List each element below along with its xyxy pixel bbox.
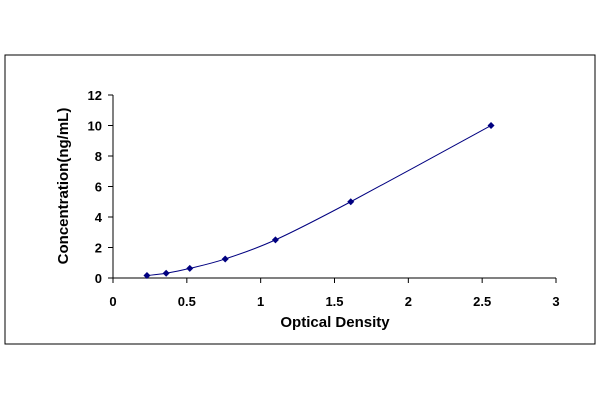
y-tick-label: 2 xyxy=(95,241,102,256)
y-tick-label: 0 xyxy=(95,271,102,286)
data-point xyxy=(221,255,229,263)
x-tick-label: 1.5 xyxy=(325,294,343,309)
y-tick-label: 4 xyxy=(95,210,103,225)
data-point xyxy=(143,272,151,280)
data-point xyxy=(271,236,279,244)
x-axis-title: Optical Density xyxy=(280,314,390,331)
x-tick-label: 1 xyxy=(257,294,264,309)
x-tick-label: 0 xyxy=(109,294,116,309)
x-tick-label: 0.5 xyxy=(178,294,196,309)
x-tick-label: 2.5 xyxy=(473,294,491,309)
y-tick-label: 6 xyxy=(95,180,102,195)
y-tick-label: 12 xyxy=(88,88,102,103)
x-tick-label: 2 xyxy=(405,294,412,309)
data-point xyxy=(347,198,355,206)
y-axis-title: Concentration(ng/mL) xyxy=(55,108,72,265)
data-point xyxy=(162,269,170,277)
axes xyxy=(108,94,557,283)
x-tick-label: 3 xyxy=(552,294,559,309)
data-point xyxy=(487,122,495,129)
y-tick-label: 10 xyxy=(88,119,102,134)
data-series xyxy=(143,122,495,280)
data-point xyxy=(186,264,194,272)
chart-outer-frame xyxy=(4,54,596,345)
y-tick-label: 8 xyxy=(95,149,102,164)
tick-labels: 0 0.5 1 1.5 2 2.5 3 0 2 4 6 8 10 12 xyxy=(88,88,560,309)
